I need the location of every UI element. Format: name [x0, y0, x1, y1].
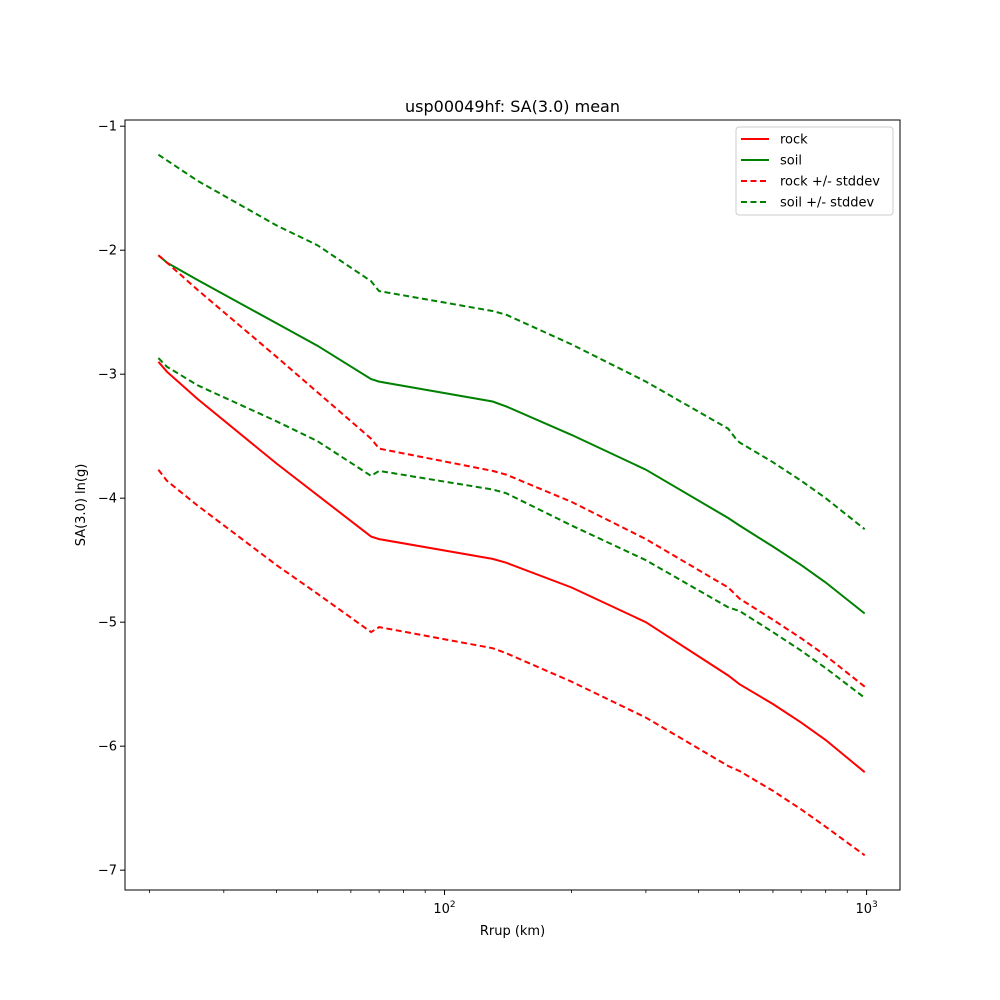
- series-line-2: [157, 254, 866, 615]
- legend-box: [735, 126, 894, 216]
- series-line-6: [157, 357, 866, 699]
- y-tick-label: −3: [98, 368, 117, 383]
- y-tick-label: −7: [98, 864, 117, 879]
- series-line-4: [157, 469, 866, 857]
- plot-frame: [124, 119, 901, 891]
- chart-title: usp00049hf: SA(3.0) mean: [405, 97, 620, 116]
- legend-label: rock +/- stddev: [780, 175, 880, 190]
- x-tick-label: 102: [433, 900, 455, 917]
- legend: rock soil rock +/- stddev soil +/- stddev: [735, 126, 894, 216]
- series-line-1: [157, 361, 866, 773]
- y-tick-label: −2: [98, 244, 117, 259]
- axis-ticks: −1 −2 −3 −4 −5 −6 −7 102 103: [98, 120, 878, 917]
- y-tick-label: −5: [98, 616, 117, 631]
- y-tick-label: −6: [98, 740, 117, 755]
- x-tick-label: 103: [855, 900, 877, 917]
- legend-label: soil: [780, 154, 802, 169]
- y-tick-label: −1: [98, 120, 117, 135]
- series-layer: [157, 153, 866, 857]
- legend-label: rock: [780, 133, 808, 148]
- x-axis-label: Rrup (km): [480, 924, 545, 939]
- legend-label: soil +/- stddev: [780, 196, 875, 211]
- series-line-5: [157, 153, 866, 530]
- series-line-3: [157, 254, 866, 688]
- y-axis-label: SA(3.0) ln(g): [74, 464, 89, 547]
- y-tick-label: −4: [98, 492, 117, 507]
